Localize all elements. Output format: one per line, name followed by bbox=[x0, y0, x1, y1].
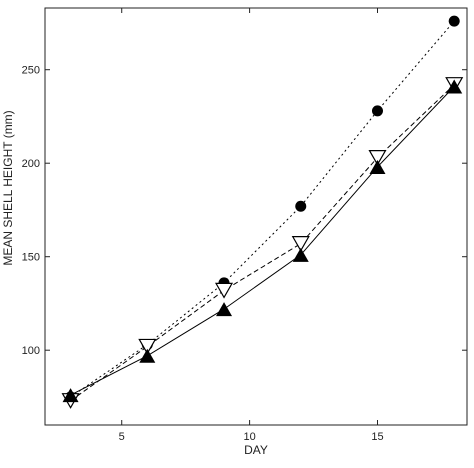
series-markers-layer bbox=[61, 15, 464, 409]
series-1-point bbox=[295, 200, 307, 212]
plot-frame bbox=[44, 7, 468, 426]
series-3-point bbox=[62, 388, 79, 403]
series-3-point bbox=[292, 247, 309, 262]
series-1-line bbox=[70, 20, 455, 398]
x-axis-label: DAY bbox=[244, 443, 268, 457]
series-3-line bbox=[70, 86, 455, 396]
series-2-line bbox=[70, 84, 455, 402]
series-1-point bbox=[371, 105, 383, 117]
series-1-point bbox=[448, 15, 460, 27]
y-tick-label: 150 bbox=[22, 252, 40, 264]
x-tick-label: 5 bbox=[119, 431, 125, 443]
series-3-point bbox=[139, 348, 156, 363]
series-lines-layer bbox=[70, 20, 455, 402]
series-2-point bbox=[368, 149, 387, 166]
y-tick-label: 250 bbox=[22, 65, 40, 77]
y-tick-label: 100 bbox=[22, 345, 40, 357]
x-tick-label: 10 bbox=[243, 431, 255, 443]
y-tick-label: 200 bbox=[22, 158, 40, 170]
ticks-layer: 5 10 15 100 150 200 250 bbox=[22, 8, 467, 443]
series-2-point bbox=[291, 236, 310, 252]
y-axis-label: MEAN SHELL HEIGHT (mm) bbox=[1, 110, 15, 265]
x-tick-label: 15 bbox=[371, 431, 383, 443]
series-2-point bbox=[138, 338, 157, 355]
series-2-point bbox=[214, 282, 234, 299]
series-3-point bbox=[216, 302, 233, 317]
series-3-point bbox=[446, 79, 463, 94]
series-3-point bbox=[369, 159, 386, 174]
